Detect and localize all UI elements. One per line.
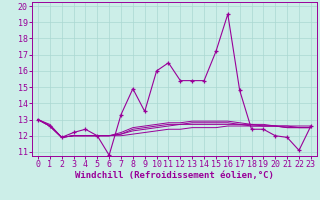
- X-axis label: Windchill (Refroidissement éolien,°C): Windchill (Refroidissement éolien,°C): [75, 171, 274, 180]
